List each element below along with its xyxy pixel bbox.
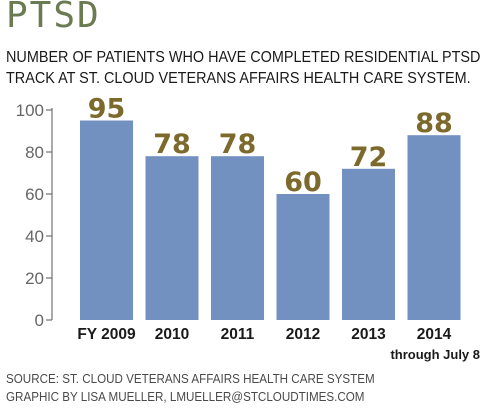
x-axis: FY 2009 2010 2011 2012 2013 2014 through July …: [77, 326, 480, 362]
x-category-label: FY 2009: [77, 326, 136, 343]
bar: [80, 120, 133, 320]
value-label: 72: [350, 142, 388, 173]
x-category-label: 2011: [221, 326, 255, 343]
value-labels: 95 78 78 60 72 88: [88, 94, 453, 199]
value-label: 88: [415, 108, 453, 139]
y-axis: 0 20 40 60 80 100: [16, 101, 53, 330]
y-tick-label: 20: [25, 269, 44, 288]
graphic-credit: GRAPHIC BY LISA MUELLER, LMUELLER@STCLOU…: [6, 390, 365, 404]
y-tick-label: 0: [35, 311, 44, 330]
subtitle-line-2: TRACK AT ST. CLOUD VETERANS AFFAIRS HEAL…: [6, 70, 471, 87]
value-label: 78: [153, 129, 191, 160]
value-label: 60: [284, 167, 322, 198]
x-category-label: 2012: [286, 326, 320, 343]
bars: [80, 120, 461, 320]
chart-subtitle: NUMBER OF PATIENTS WHO HAVE COMPLETED RE…: [6, 47, 481, 89]
y-tick-label: 100: [16, 101, 44, 120]
chart-title: PTSD: [6, 0, 101, 36]
source-note: SOURCE: ST. CLOUD VETERANS AFFAIRS HEALT…: [6, 372, 375, 386]
bar: [276, 194, 330, 320]
x-category-label: 2010: [155, 326, 189, 343]
y-tick-label: 80: [25, 143, 44, 162]
y-tick-label: 40: [25, 227, 44, 246]
x-category-note: through July 8: [390, 347, 480, 362]
value-label: 95: [88, 94, 126, 125]
x-category-label: 2014: [417, 326, 452, 343]
value-label: 78: [219, 129, 257, 160]
y-tick-label: 60: [25, 185, 44, 204]
subtitle-line-1: NUMBER OF PATIENTS WHO HAVE COMPLETED RE…: [6, 49, 481, 66]
bar: [342, 168, 395, 320]
bar: [211, 156, 264, 320]
bar: [145, 156, 199, 320]
x-category-label: 2013: [351, 326, 386, 343]
bar: [407, 135, 461, 320]
